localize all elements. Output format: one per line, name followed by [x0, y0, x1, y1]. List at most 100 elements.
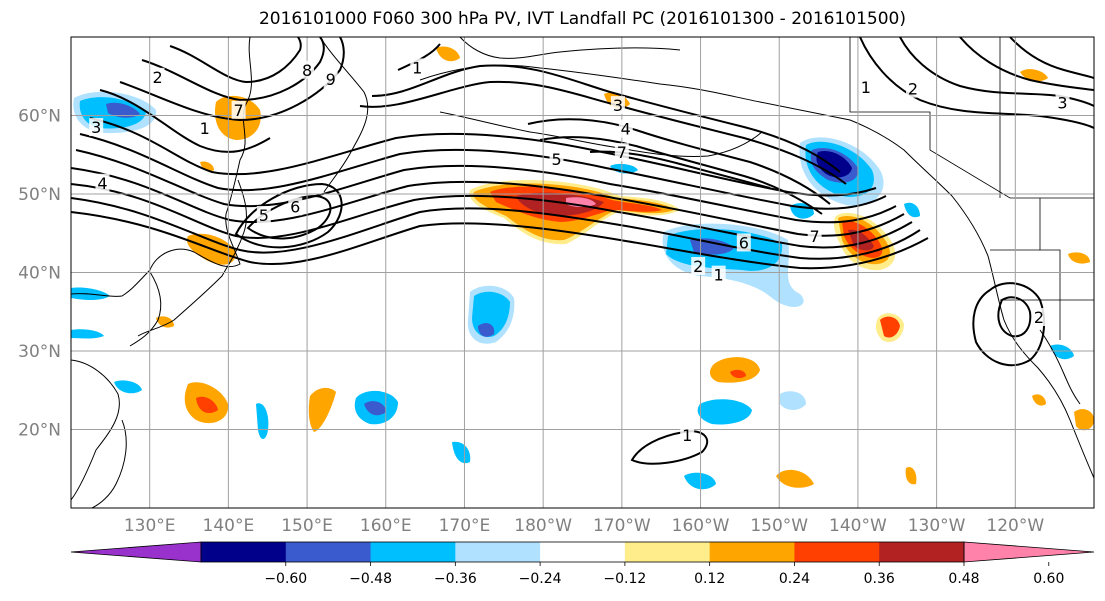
- contour-label: 1: [714, 266, 724, 285]
- contour-label-bg: [150, 67, 165, 86]
- positive-region: [1074, 409, 1094, 431]
- contour-label-bg: [858, 78, 873, 97]
- contour-label-bg: [906, 79, 921, 98]
- coastline-philippines: [91, 419, 127, 508]
- colorbar-tick-label: 0.48: [948, 571, 979, 587]
- positive-region: [200, 161, 214, 172]
- colorbar-tick-label: −0.60: [264, 571, 307, 587]
- negative-region: [478, 323, 495, 337]
- contour-label: 5: [259, 206, 269, 225]
- contour-label: 6: [739, 233, 749, 252]
- colorbar-segment: [201, 542, 287, 562]
- coastlines: [71, 37, 1094, 508]
- contour-label: 3: [91, 118, 101, 137]
- lon-tick-label: 150°W: [750, 516, 808, 536]
- negative-region: [697, 399, 752, 425]
- contour-label-bg: [618, 119, 633, 138]
- positive-region: [1068, 252, 1090, 264]
- colorbar-tick-label: 0.60: [1033, 571, 1064, 587]
- contour-label-bg: [231, 100, 246, 119]
- contour-label-bg: [691, 257, 706, 276]
- lat-tick-label: 50°N: [18, 185, 61, 205]
- colorbar-tick-label: −0.24: [519, 571, 562, 587]
- contour-label-bg: [89, 118, 104, 137]
- contour-label-bg: [1031, 308, 1046, 327]
- positive-region: [308, 387, 336, 432]
- colorbar-segment: [455, 542, 541, 562]
- lat-tick-label: 40°N: [18, 264, 61, 284]
- contour-label-bg: [197, 118, 212, 137]
- pv-contours: [71, 37, 1094, 465]
- positive-region: [156, 316, 174, 328]
- pv-contour: [397, 43, 441, 71]
- contour-label: 2: [908, 80, 918, 99]
- positive-region: [196, 396, 218, 414]
- contour-label-bg: [736, 233, 751, 252]
- pv-contour: [959, 37, 1094, 91]
- contour-label: 7: [810, 227, 820, 246]
- contour-label: 9: [326, 70, 336, 89]
- contour-label: 1: [682, 426, 692, 445]
- pv-contour: [71, 197, 921, 260]
- contour-label-bg: [95, 173, 110, 192]
- negative-region: [452, 441, 471, 464]
- contour-label: 2: [152, 68, 162, 87]
- positive-region: [776, 469, 814, 488]
- border-us-states: [1039, 198, 1094, 301]
- lon-tick-label: 140°E: [203, 516, 255, 536]
- pv-contour: [119, 37, 345, 122]
- colorbar-frame: [200, 541, 965, 563]
- pv-contour: [246, 194, 332, 240]
- colorbar-segment: [285, 542, 372, 562]
- contour-label: 6: [290, 197, 300, 216]
- colorbar-segment: [709, 542, 795, 562]
- graticule: [71, 37, 1094, 508]
- colorbar-tick-label: −0.48: [349, 571, 392, 587]
- contour-label-bg: [323, 70, 338, 89]
- pv-contour: [997, 296, 1032, 338]
- contour-label: 1: [200, 119, 210, 138]
- colorbar-segment: [794, 542, 880, 562]
- contour-label-bg: [300, 60, 315, 79]
- lon-tick-label: 150°E: [281, 516, 333, 536]
- positive-region: [1032, 394, 1046, 406]
- colorbar-extend-min: [70, 541, 202, 563]
- contour-label-bg: [549, 150, 564, 169]
- coastline-china: [71, 359, 120, 501]
- contour-label-bg: [807, 227, 822, 246]
- negative-region: [256, 403, 269, 439]
- pv-contour: [539, 136, 823, 215]
- pv-contour: [972, 282, 1046, 367]
- pv-contour: [79, 133, 887, 210]
- contour-label: 1: [412, 58, 422, 77]
- colorbar-segment: [624, 542, 711, 562]
- contour-label: 2: [1034, 308, 1044, 327]
- pv-contour: [71, 211, 929, 270]
- colorbar-tick-label: −0.12: [603, 571, 646, 587]
- positive-region: [730, 369, 746, 379]
- contour-label-bg: [256, 205, 271, 224]
- pv-contour: [371, 64, 841, 173]
- pv-contour: [899, 37, 1094, 107]
- positive-region: [709, 357, 760, 383]
- contour-label: 8: [302, 61, 312, 80]
- colorbar-segment: [879, 542, 965, 562]
- contour-label: 4: [621, 120, 631, 139]
- contour-label: 2: [693, 257, 703, 276]
- colorbar-segment: [540, 542, 626, 562]
- lon-tick-label: 140°W: [829, 516, 887, 536]
- pv-contour: [75, 149, 897, 224]
- axis-tick-labels: 130°E 140°E 150°E 160°E 170°E 180°W 170°W 160°W…: [18, 107, 1044, 537]
- lon-tick-label: 170°W: [593, 516, 651, 536]
- colorbar-tick-label: 0.24: [779, 571, 810, 587]
- colorbar-segment: [370, 542, 456, 562]
- lon-tick-label: 160°E: [360, 516, 412, 536]
- coastline-arctic: [459, 37, 681, 59]
- lon-tick-label: 170°E: [439, 516, 491, 536]
- lat-tick-label: 30°N: [18, 342, 61, 362]
- pv-contour: [89, 117, 877, 197]
- pv-contour: [1009, 37, 1094, 79]
- coastline-baja: [1039, 329, 1081, 405]
- contour-label: 4: [97, 174, 107, 193]
